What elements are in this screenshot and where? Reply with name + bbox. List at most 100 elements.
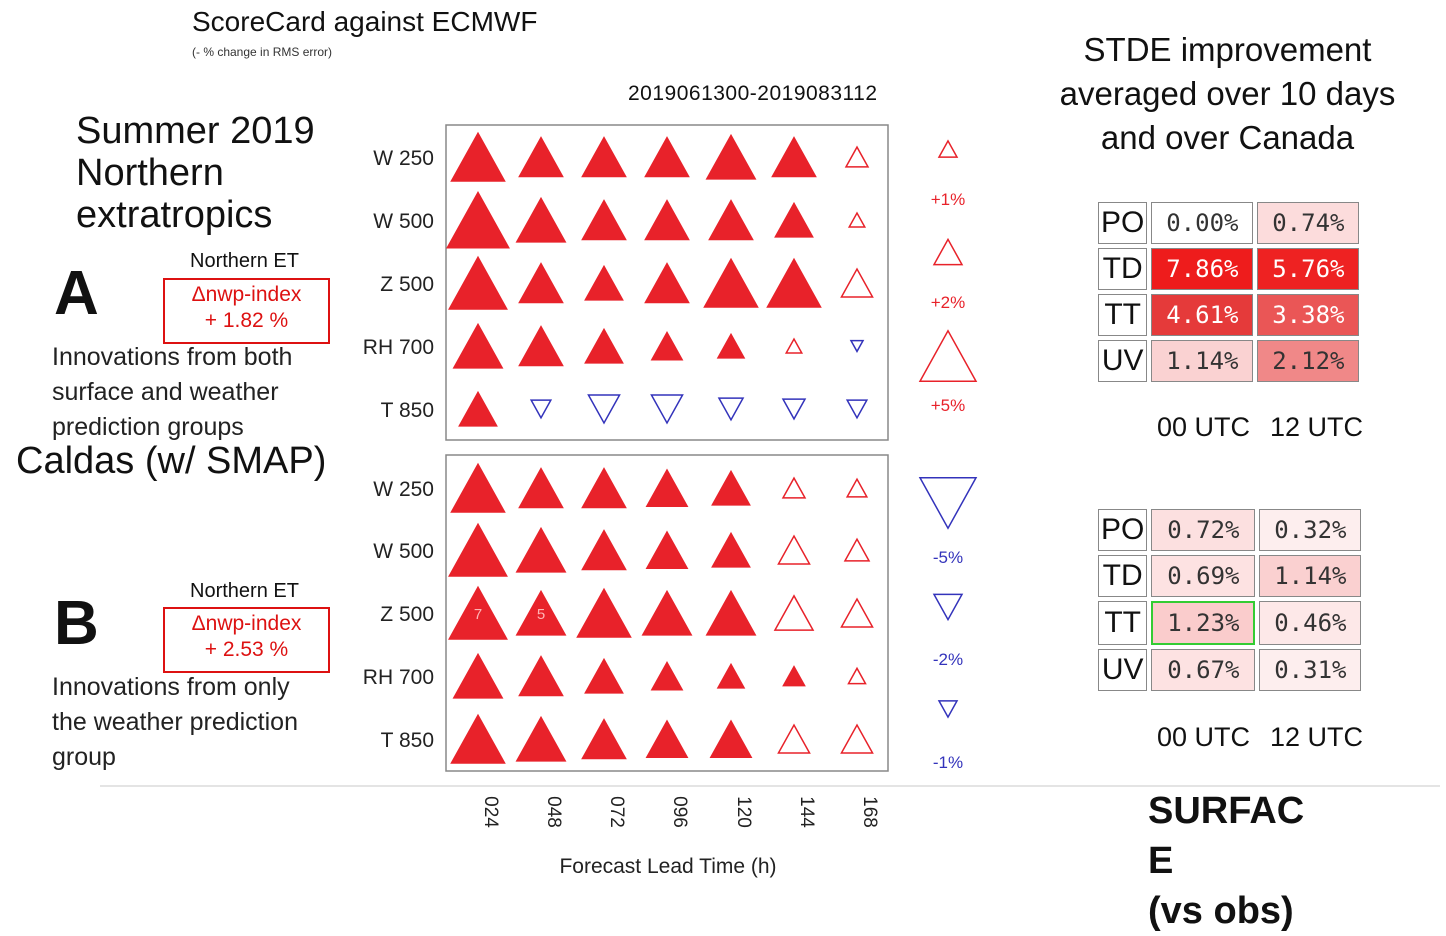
score-triangle: [784, 337, 804, 354]
score-triangle: [840, 267, 874, 298]
legend-label: -1%: [933, 753, 963, 772]
legend-triangle: [932, 237, 964, 266]
stde-row-label: UV: [1098, 340, 1148, 382]
stde-row: UV 1.14% 2.12%: [1098, 340, 1360, 382]
score-triangle: [840, 597, 874, 628]
score-triangle: [709, 719, 753, 759]
stde-cell: 0.00%: [1151, 202, 1254, 244]
legend-triangle: [918, 477, 978, 530]
score-triangle: [847, 666, 867, 685]
score-triangle: [777, 534, 811, 565]
stde-row: TD 0.69% 1.14%: [1098, 555, 1362, 597]
stde-cell: 0.72%: [1151, 509, 1256, 551]
score-triangle: [450, 713, 506, 764]
scorecard-title: ScoreCard against ECMWF: [192, 6, 538, 37]
index-label: Δnwp-index: [191, 283, 302, 306]
legend-triangle: [937, 139, 959, 158]
caldas-label: Caldas (w/ SMAP): [16, 440, 327, 482]
stde-row-label: TT: [1098, 601, 1148, 645]
x-tick-label: 048: [543, 796, 564, 828]
score-triangle: [584, 327, 624, 364]
score-triangle: [581, 199, 627, 241]
score-triangle: [581, 529, 627, 571]
row-label: W 500: [373, 210, 434, 233]
score-triangle: [515, 715, 567, 762]
score-triangle: [515, 526, 567, 573]
stde-cell: 0.31%: [1259, 649, 1362, 691]
innovation-line: Innovations from both: [52, 343, 293, 371]
stde-cell: 0.32%: [1259, 509, 1362, 551]
score-triangle: [716, 332, 746, 359]
row-label: RH 700: [363, 336, 434, 359]
x-tick-label: 120: [733, 796, 754, 828]
score-triangle: [452, 322, 504, 369]
stde-row: TD 7.86% 5.76%: [1098, 248, 1360, 290]
stde-cell: 0.69%: [1151, 555, 1256, 597]
score-triangle: [518, 325, 564, 367]
scorecard-panel-frame: [445, 454, 889, 772]
score-triangle: [705, 133, 757, 180]
score-triangle: [448, 255, 508, 310]
stde-cell: 3.38%: [1257, 294, 1360, 336]
score-triangle: [581, 467, 627, 509]
utc-12-label: 12 UTC: [1270, 412, 1364, 442]
panel-a-letter: A: [54, 259, 99, 328]
stde-cell: 1.14%: [1151, 340, 1254, 382]
score-triangle: [717, 397, 745, 422]
score-triangle: [645, 530, 689, 570]
score-triangle: [703, 257, 759, 308]
panel-a-innovations: Innovations from both surface and weathe…: [52, 340, 292, 445]
score-triangle: [711, 469, 751, 506]
score-triangle: [840, 723, 874, 754]
score-triangle: [644, 262, 690, 304]
score-triangle: [716, 662, 746, 689]
index-value: + 2.53 %: [204, 638, 289, 661]
period-label: 2019061300-2019083112: [628, 82, 878, 105]
stde-row: PO 0.00% 0.74%: [1098, 202, 1360, 244]
stde-title-line: and over Canada: [1100, 119, 1355, 156]
score-triangle: [645, 719, 689, 759]
score-triangle: [645, 468, 689, 508]
score-triangle: [587, 394, 621, 425]
legend-label: -2%: [933, 650, 963, 669]
score-triangle: [781, 398, 807, 421]
panel-b-et-label: Northern ET: [190, 580, 299, 602]
score-triangle: [845, 399, 869, 420]
panel-b-letter: B: [54, 589, 99, 658]
x-tick-label: 024: [480, 796, 501, 828]
score-triangle: [777, 723, 811, 754]
stde-row-label: UV: [1098, 649, 1148, 691]
score-triangle: [782, 665, 806, 687]
index-label: Δnwp-index: [191, 612, 302, 635]
score-triangle: [773, 594, 815, 631]
score-triangle: [448, 585, 508, 640]
panel-a-index-box: Δnwp-index + 1.82 %: [163, 278, 330, 344]
score-triangle: [781, 476, 807, 499]
score-triangle: [576, 587, 632, 638]
score-triangle: [452, 652, 504, 699]
score-triangle: [518, 262, 564, 304]
stde-row-label: TD: [1098, 555, 1148, 597]
innovation-line: surface and weather: [52, 378, 279, 406]
score-triangle: [581, 718, 627, 760]
stde-cell: 1.23%: [1151, 601, 1256, 645]
stde-cell: 0.74%: [1257, 202, 1360, 244]
stde-cell: 0.67%: [1151, 649, 1256, 691]
season-line: Summer 2019: [76, 110, 315, 152]
stde-row-label: PO: [1098, 509, 1148, 551]
score-triangle: [448, 522, 508, 577]
stde-row-label: PO: [1098, 202, 1148, 244]
score-triangle: [711, 531, 751, 568]
season-line: extratropics: [76, 194, 273, 236]
season-label: Summer 2019 Northern extratropics: [76, 110, 315, 236]
surface-line: E: [1148, 840, 1174, 882]
stde-cell: 0.46%: [1259, 601, 1362, 645]
stde-title-line: averaged over 10 days: [1059, 75, 1396, 112]
stde-cell: 4.61%: [1151, 294, 1254, 336]
score-triangle: [518, 655, 564, 697]
score-triangle: [849, 339, 865, 353]
score-triangle: [515, 196, 567, 243]
score-triangle: [518, 136, 564, 178]
stde-row: TT 4.61% 3.38%: [1098, 294, 1360, 336]
stde-row: UV 0.67% 0.31%: [1098, 649, 1362, 691]
